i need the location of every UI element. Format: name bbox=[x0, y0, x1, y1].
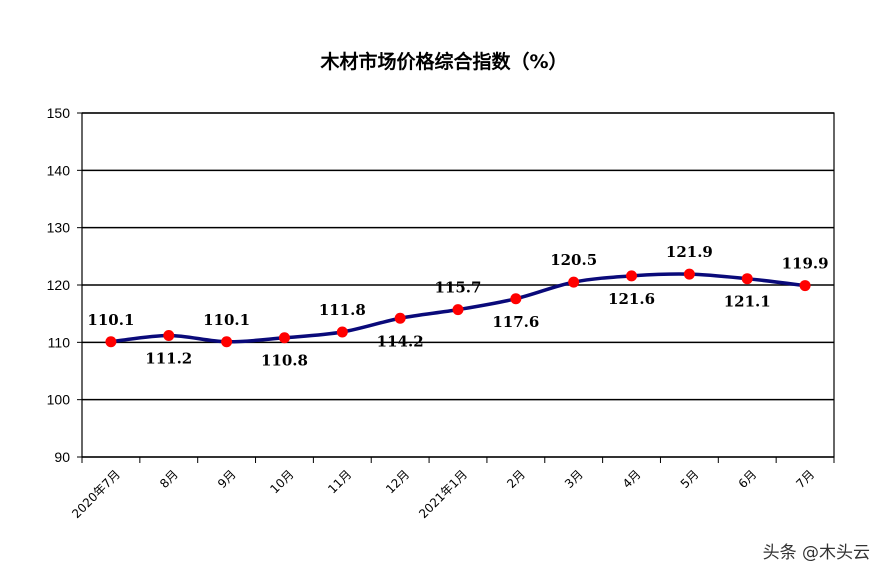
x-tick-label: 6月 bbox=[736, 467, 760, 491]
chart-title: 木材市场价格综合指数（%） bbox=[319, 50, 567, 73]
x-tick-label: 10月 bbox=[267, 467, 296, 496]
y-tick-label: 100 bbox=[47, 392, 71, 408]
x-tick-label: 5月 bbox=[678, 467, 702, 491]
y-tick-label: 140 bbox=[47, 162, 71, 178]
data-point bbox=[278, 332, 290, 344]
series bbox=[105, 268, 811, 348]
x-tick-label: 11月 bbox=[325, 467, 354, 496]
x-tick-label: 8月 bbox=[157, 467, 181, 491]
data-label: 121.1 bbox=[724, 293, 771, 311]
data-label: 111.2 bbox=[145, 349, 192, 367]
data-label: 110.1 bbox=[203, 311, 250, 329]
x-tick-label: 12月 bbox=[383, 467, 412, 496]
x-tick-label: 3月 bbox=[562, 467, 586, 491]
x-tick-label: 2020年7月 bbox=[69, 467, 123, 521]
y-tick-label: 130 bbox=[47, 220, 71, 236]
y-axis: 90 100 110 120 130 140 150 bbox=[47, 105, 82, 465]
data-label: 117.6 bbox=[492, 313, 539, 331]
x-tick-label: 7月 bbox=[793, 467, 817, 491]
x-tick-label: 2月 bbox=[504, 467, 528, 491]
y-tick-label: 110 bbox=[48, 334, 71, 350]
data-label: 110.1 bbox=[87, 311, 134, 329]
x-tick-label: 2021年1月 bbox=[416, 467, 470, 521]
data-point bbox=[105, 336, 117, 348]
x-axis: 2020年7月 8月 9月 10月 11月 12月 2021年1月 2月 3月 4月 5月 6月 7月 bbox=[69, 457, 835, 521]
data-point bbox=[799, 280, 811, 292]
y-tick-label: 120 bbox=[47, 277, 71, 293]
data-point bbox=[394, 312, 406, 324]
data-label: 119.9 bbox=[782, 255, 829, 273]
x-tick-label: 4月 bbox=[620, 467, 644, 491]
data-label: 111.8 bbox=[319, 301, 366, 319]
data-labels: 110.1 111.2 110.1 110.8 111.8 114.2 115.7 117.6… bbox=[87, 243, 828, 370]
watermark: 头条 @木头云 bbox=[762, 543, 870, 563]
data-label: 115.7 bbox=[435, 279, 482, 297]
data-point bbox=[741, 273, 753, 285]
data-label: 121.9 bbox=[666, 243, 713, 261]
data-label: 121.6 bbox=[608, 290, 655, 308]
data-point bbox=[221, 336, 233, 348]
data-point bbox=[683, 268, 695, 280]
data-point bbox=[163, 329, 175, 341]
y-tick-label: 150 bbox=[47, 105, 71, 121]
grid bbox=[81, 112, 835, 458]
data-point bbox=[568, 276, 580, 288]
y-tick-label: 90 bbox=[54, 449, 70, 465]
data-point bbox=[626, 270, 638, 282]
x-tick-label: 9月 bbox=[215, 467, 239, 491]
data-label: 114.2 bbox=[377, 332, 424, 350]
data-point bbox=[510, 293, 522, 305]
data-point bbox=[452, 304, 464, 316]
data-label: 110.8 bbox=[261, 352, 308, 370]
data-point bbox=[336, 326, 348, 338]
data-label: 120.5 bbox=[550, 251, 597, 269]
